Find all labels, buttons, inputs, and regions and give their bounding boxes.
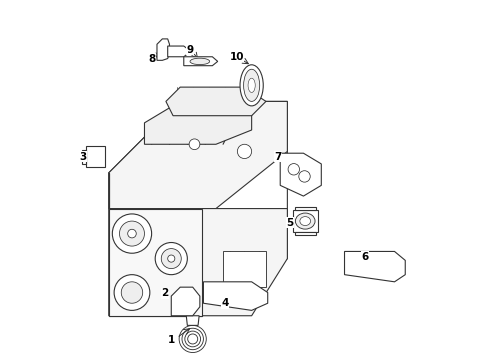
Polygon shape [108, 102, 287, 208]
Polygon shape [171, 287, 200, 316]
Polygon shape [144, 102, 251, 144]
Text: 4: 4 [221, 298, 228, 308]
Bar [223, 251, 265, 287]
Text: 2: 2 [161, 288, 168, 298]
Polygon shape [183, 57, 217, 66]
Ellipse shape [190, 58, 209, 64]
Polygon shape [292, 210, 317, 232]
Text: 3: 3 [79, 152, 86, 162]
Polygon shape [82, 150, 85, 164]
Polygon shape [157, 39, 169, 60]
Polygon shape [108, 208, 201, 316]
Circle shape [119, 221, 144, 246]
Circle shape [121, 282, 142, 303]
Circle shape [161, 249, 181, 269]
Polygon shape [108, 102, 287, 316]
Circle shape [298, 171, 309, 182]
Text: 10: 10 [229, 52, 244, 62]
Circle shape [127, 229, 136, 238]
Polygon shape [203, 282, 267, 310]
Text: 8: 8 [148, 54, 155, 64]
Ellipse shape [299, 217, 310, 226]
Ellipse shape [247, 78, 255, 93]
Ellipse shape [295, 213, 314, 229]
Polygon shape [165, 87, 265, 116]
Text: 7: 7 [273, 152, 281, 162]
Text: 5: 5 [286, 218, 293, 228]
Polygon shape [167, 46, 190, 57]
Circle shape [155, 243, 187, 275]
Circle shape [112, 214, 151, 253]
Circle shape [237, 144, 251, 158]
Polygon shape [344, 251, 405, 282]
Polygon shape [186, 316, 199, 325]
Circle shape [189, 139, 200, 150]
Ellipse shape [243, 69, 259, 102]
Polygon shape [108, 173, 201, 316]
Polygon shape [294, 232, 315, 235]
Polygon shape [201, 208, 287, 316]
Text: 1: 1 [167, 335, 175, 345]
Text: 6: 6 [361, 252, 368, 262]
Polygon shape [85, 146, 105, 167]
Circle shape [167, 255, 175, 262]
Polygon shape [294, 207, 315, 210]
Circle shape [287, 163, 299, 175]
Text: 9: 9 [186, 45, 193, 55]
Circle shape [114, 275, 149, 310]
Ellipse shape [240, 65, 263, 106]
Polygon shape [280, 153, 321, 196]
